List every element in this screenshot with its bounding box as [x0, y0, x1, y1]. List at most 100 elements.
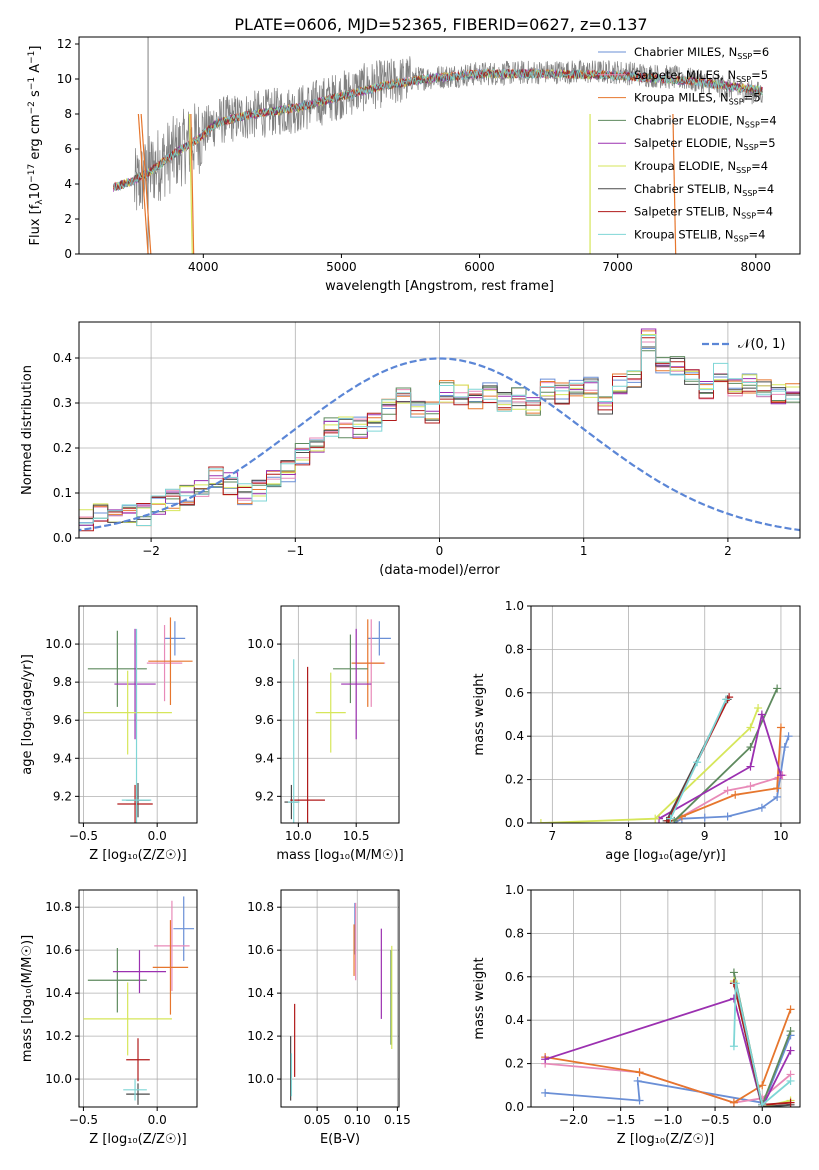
- x-axis-label: (data-model)/error: [379, 563, 500, 578]
- weight-marker: [786, 1046, 795, 1055]
- x-tick-label: −1: [286, 544, 304, 558]
- y-axis-label: mass weight: [472, 673, 487, 755]
- y-tick-label: 0.4: [53, 351, 72, 365]
- y-tick-label: 1.0: [505, 883, 524, 897]
- y-tick-label: 1.0: [505, 599, 524, 613]
- y-tick-label: 0.6: [505, 686, 524, 700]
- plot-area: [79, 328, 800, 536]
- legend-nssp-prefix: , N: [720, 68, 736, 82]
- y-tick-label: 0.2: [53, 441, 72, 455]
- weight-marker: [773, 784, 782, 793]
- x-tick-label: 9: [701, 829, 709, 843]
- plot-area: [290, 902, 393, 1101]
- weight-marker: [746, 782, 755, 791]
- legend-nssp-prefix: , N: [720, 159, 736, 173]
- y-tick-label: 0.2: [505, 773, 524, 787]
- x-tick-label: 0.0: [148, 829, 167, 843]
- x-tick-label: −0.5: [69, 1113, 98, 1127]
- x-tick-label: 1: [580, 544, 588, 558]
- weight-marker: [746, 723, 755, 732]
- y-tick-label: 0.1: [53, 486, 72, 500]
- errorbar-point: [287, 659, 300, 823]
- weight-marker: [786, 1005, 795, 1014]
- legend-nssp-prefix: , N: [729, 113, 745, 127]
- axes-spectrum: 4000 5000 6000 7000 8000 0 2 4 6 8 10 12 wavelength …: [27, 36, 801, 294]
- legend-model-name: Kroupa STELIB: [634, 227, 718, 241]
- legend-model-name: Chabrier STELIB: [634, 182, 726, 196]
- legend-nssp-eq: =: [751, 159, 761, 173]
- axes-frame: [530, 605, 801, 824]
- weight-marker: [758, 1081, 767, 1090]
- plot-area: [83, 617, 193, 823]
- y-tick-label: 9.2: [53, 789, 72, 803]
- legend-model-name: Salpeter MILES: [634, 68, 720, 82]
- weight-marker: [635, 1096, 644, 1105]
- x-tick-label: 0: [436, 544, 444, 558]
- errorbar-point: [117, 784, 153, 823]
- legend-entry: Chabrier MILES, NSSP=6: [634, 45, 769, 61]
- legend-nssp-prefix: , N: [728, 136, 744, 150]
- x-axis-label: Z [log₁₀(Z/Z☉)]: [617, 1132, 714, 1147]
- axes-z-weight: −2.0 −1.5 −1.0 −0.5 0.0 0.0 0.2 0.4 0.6 0.8 1.0 Z […: [472, 883, 801, 1147]
- x-tick-label: 10.5: [343, 829, 370, 843]
- x-axis-label: wavelength [Angstrom, rest frame]: [325, 279, 554, 294]
- x-tick-label: 6000: [464, 260, 495, 274]
- histogram-step-line: [79, 348, 800, 524]
- legend-nssp-value: 5: [761, 68, 768, 82]
- weight-marker: [786, 1076, 795, 1085]
- y-axis-label-part: Flux [f: [28, 204, 43, 245]
- model-spectrum-line: [113, 68, 763, 191]
- y-tick-label: 0: [64, 247, 72, 261]
- y-tick-label: 10.8: [45, 900, 72, 914]
- legend-nssp-prefix: , N: [718, 227, 734, 241]
- axes-frame: [280, 889, 400, 1108]
- x-tick-label: 7: [549, 829, 557, 843]
- legend-entry: Kroupa ELODIE, NSSP=4: [634, 159, 768, 175]
- x-tick-label: 8000: [741, 260, 772, 274]
- histogram-step-line: [79, 337, 800, 532]
- weight-marker: [729, 968, 738, 977]
- x-tick-label: 0.0: [753, 1113, 772, 1127]
- y-tick-label: 10.8: [247, 900, 274, 914]
- legend-entry: Salpeter STELIB, NSSP=4: [634, 205, 773, 221]
- y-tick-label: 0.4: [505, 729, 524, 743]
- y-tick-label: 9.4: [53, 751, 72, 765]
- x-tick-label: 0.15: [384, 1113, 411, 1127]
- plot-area: [113, 37, 763, 254]
- errorbar-point: [315, 672, 346, 753]
- model-spectrum-line: [113, 68, 763, 191]
- legend-model-name: Chabrier MILES: [634, 45, 721, 59]
- y-tick-label: 0.2: [505, 1057, 524, 1071]
- x-tick-label: 0.05: [304, 1113, 331, 1127]
- x-tick-label: −1.0: [653, 1113, 682, 1127]
- y-tick-label: 9.4: [255, 751, 274, 765]
- weight-marker: [784, 732, 793, 741]
- legend-entry: Salpeter MILES, NSSP=5: [634, 68, 768, 84]
- weight-marker: [746, 762, 755, 771]
- weight-marker: [754, 703, 763, 712]
- y-tick-label: 9.6: [53, 713, 72, 727]
- weight-marker: [723, 786, 732, 795]
- legend-entry: Salpeter ELODIE, NSSP=5: [634, 136, 776, 152]
- errorbar-point: [351, 619, 384, 707]
- histogram-step-line: [79, 350, 800, 526]
- y-tick-label: 0.8: [505, 642, 524, 656]
- legend-nssp-sub: SSP: [736, 166, 751, 175]
- legend-entry: Kroupa STELIB, NSSP=4: [634, 227, 766, 243]
- weight-marker: [786, 1098, 795, 1107]
- plot-area: [536, 684, 793, 823]
- legend-nssp-sub: SSP: [742, 189, 757, 198]
- legend-nssp-sub: SSP: [736, 75, 751, 84]
- axes-residuals: −2 −1 0 1 2 0.0 0.1 0.2 0.3 0.4 (data-model)/error…: [20, 321, 801, 578]
- axes-frame: [280, 605, 400, 824]
- legend-nssp-sub: SSP: [745, 120, 760, 129]
- legend-entry: Kroupa MILES, NSSP=5: [634, 91, 761, 107]
- plot-area: [83, 896, 195, 1105]
- errorbar-point: [164, 621, 186, 656]
- x-tick-label: 8: [625, 829, 633, 843]
- model-edge-line: [188, 113, 193, 254]
- histogram-step-line: [79, 334, 800, 526]
- x-axis-label: mass [log₁₀(M/M☉)]: [276, 848, 403, 863]
- weight-marker: [729, 1098, 738, 1107]
- weight-marker: [633, 1076, 642, 1085]
